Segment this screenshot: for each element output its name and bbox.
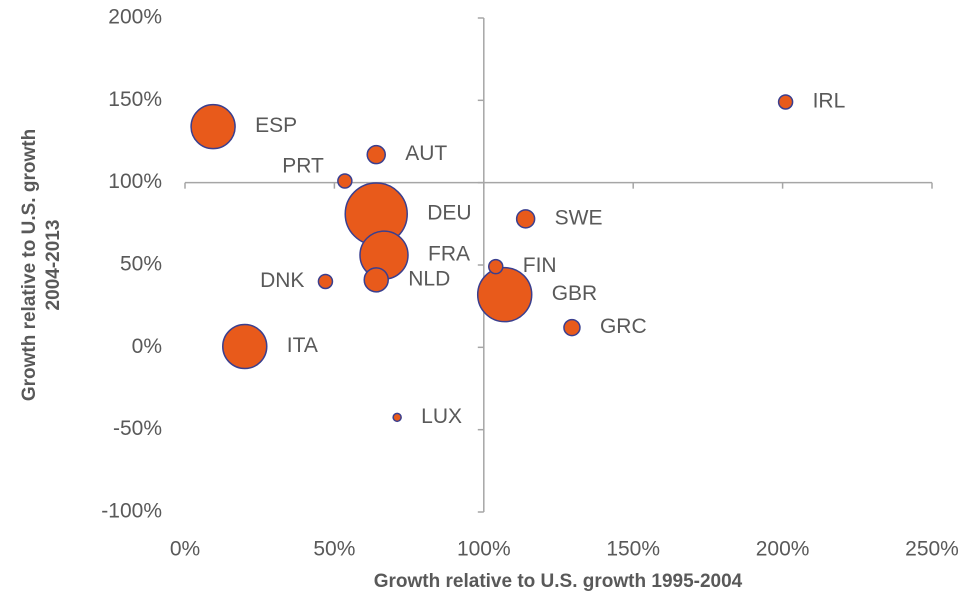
y-tick-label: 50%: [120, 253, 162, 276]
point-label: GRC: [600, 315, 647, 338]
y-tick-label: -100%: [101, 500, 162, 523]
point-label: FRA: [428, 243, 470, 266]
bubble: [392, 412, 402, 423]
y-axis-title-line: Growth relative to U.S. growth: [19, 129, 40, 401]
bubble: [476, 266, 533, 323]
point-label: ESP: [255, 114, 297, 137]
x-tick-label: 50%: [313, 538, 355, 561]
bubble: [337, 173, 353, 189]
x-axis-title: Growth relative to U.S. growth 1995-2004: [374, 571, 743, 592]
point-label: IRL: [813, 90, 846, 113]
x-tick-label: 0%: [170, 538, 200, 561]
bubble: [563, 318, 581, 337]
y-axis-title-line: 2004-2013: [43, 220, 64, 311]
point-label: ITA: [287, 334, 318, 357]
x-tick-label: 100%: [457, 538, 511, 561]
bubble: [317, 273, 334, 290]
point-label: FIN: [523, 254, 557, 277]
x-tick-label: 150%: [606, 538, 660, 561]
y-tick-label: 200%: [108, 6, 162, 29]
point-label: PRT: [282, 155, 324, 178]
point-label: LUX: [421, 405, 462, 428]
bubble: [222, 323, 268, 370]
y-axis-title: Growth relative to U.S. growth 2004-2013: [19, 129, 64, 401]
x-tick-label: 250%: [905, 538, 959, 561]
bubble: [488, 258, 504, 275]
y-tick-label: -50%: [113, 417, 162, 440]
point-label: DNK: [260, 269, 304, 292]
y-tick-label: 150%: [108, 88, 162, 111]
bubble: [777, 94, 794, 110]
point-label: DEU: [427, 202, 471, 225]
bubble: [366, 144, 386, 165]
y-tick-label: 100%: [108, 170, 162, 193]
point-label: NLD: [408, 267, 450, 290]
bubble: [190, 103, 236, 150]
bubble: [515, 209, 536, 229]
point-label: GBR: [552, 282, 598, 305]
y-tick-label: 0%: [132, 335, 162, 358]
x-tick-label: 200%: [756, 538, 810, 561]
point-label: AUT: [405, 142, 447, 165]
point-label: SWE: [555, 206, 603, 229]
bubble: [363, 267, 389, 293]
